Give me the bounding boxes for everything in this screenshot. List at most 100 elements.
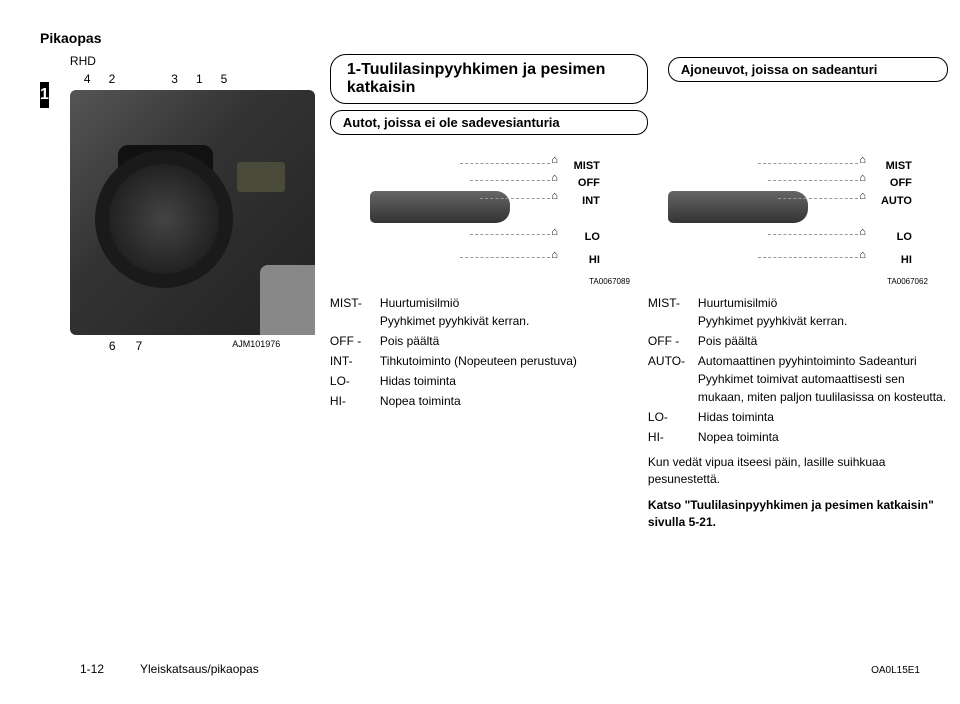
title-row: 1-Tuulilasinpyyhkimen ja pesimen katkais… xyxy=(330,54,948,145)
page-number: 1-12 xyxy=(80,662,140,676)
right-area: 1-Tuulilasinpyyhkimen ja pesimen katkais… xyxy=(330,54,948,532)
def-row: LO-Hidas toiminta xyxy=(330,372,630,390)
wiper-icon: ⌂ xyxy=(551,249,558,261)
wiper-stalk xyxy=(370,191,510,223)
stalk-diagram-mid: ⌂ ⌂ ⌂ ⌂ ⌂ MIST OFF INT LO H xyxy=(330,151,630,286)
callout-num: 2 xyxy=(109,72,116,86)
connector-line xyxy=(758,257,858,259)
mid-column: ⌂ ⌂ ⌂ ⌂ ⌂ MIST OFF INT LO H xyxy=(330,151,630,532)
def-val: Hidas toiminta xyxy=(698,408,948,426)
footer-code: OA0L15E1 xyxy=(871,665,920,676)
def-key: LO- xyxy=(330,372,380,390)
connector-line xyxy=(460,257,550,259)
def-key: LO- xyxy=(648,408,698,426)
def-key: HI- xyxy=(330,392,380,410)
rhd-label: RHD xyxy=(70,54,315,68)
door-panel xyxy=(260,265,315,335)
def-row: HI-Nopea toiminta xyxy=(648,428,948,446)
connector-line xyxy=(470,234,550,236)
body-columns: ⌂ ⌂ ⌂ ⌂ ⌂ MIST OFF INT LO H xyxy=(330,151,948,532)
def-val: HuurtumisilmiöPyyhkimet pyyhkivät kerran… xyxy=(380,294,630,330)
section-header: Pikaopas xyxy=(40,30,920,46)
wiper-icon: ⌂ xyxy=(551,190,558,202)
dashboard-column: RHD 4 2 3 1 5 6 7 AJM101976 xyxy=(64,54,315,353)
right-definitions: MIST-HuurtumisilmiöPyyhkimet pyyhkivät k… xyxy=(648,294,948,446)
diagram-code: TA0067089 xyxy=(589,277,630,286)
def-key: INT- xyxy=(330,352,380,370)
right-header: Ajoneuvot, joissa on sadeanturi xyxy=(668,54,948,145)
stalk-label: HI xyxy=(589,251,600,269)
stalk-diagram-right: ⌂ ⌂ ⌂ ⌂ ⌂ MIST OFF AUTO LO xyxy=(648,151,928,286)
connector-line xyxy=(768,180,858,182)
def-row: AUTO-Automaattinen pyyhintoiminto Sadean… xyxy=(648,352,948,406)
callout-num: 1 xyxy=(196,72,203,86)
def-row: MIST-HuurtumisilmiöPyyhkimet pyyhkivät k… xyxy=(330,294,630,330)
wiper-icon: ⌂ xyxy=(551,226,558,238)
def-row: OFF -Pois päältä xyxy=(648,332,948,350)
def-key: OFF - xyxy=(648,332,698,350)
right-paragraph: Kun vedät vipua itseesi päin, lasille su… xyxy=(648,454,948,489)
def-row: MIST-HuurtumisilmiöPyyhkimet pyyhkivät k… xyxy=(648,294,948,330)
def-val: HuurtumisilmiöPyyhkimet pyyhkivät kerran… xyxy=(698,294,948,330)
def-val: Nopea toiminta xyxy=(698,428,948,446)
stalk-label: LO xyxy=(897,228,912,246)
diagram-code: TA0067062 xyxy=(887,277,928,286)
wiper-icon: ⌂ xyxy=(859,190,866,202)
def-row: HI-Nopea toiminta xyxy=(330,392,630,410)
page-root: Pikaopas 1 RHD 4 2 3 1 5 6 7 A xyxy=(0,0,960,552)
connector-line xyxy=(778,198,858,200)
def-val: Nopea toiminta xyxy=(380,392,630,410)
image-code: AJM101976 xyxy=(232,339,280,353)
wiper-stalk xyxy=(668,191,808,223)
def-val: Pois päältä xyxy=(698,332,948,350)
callout-gap xyxy=(133,72,153,86)
def-key: OFF - xyxy=(330,332,380,350)
wiper-icon: ⌂ xyxy=(551,154,558,166)
def-key: MIST- xyxy=(330,294,380,330)
stalk-label: OFF xyxy=(890,174,912,192)
def-val: Automaattinen pyyhintoiminto SadeanturiP… xyxy=(698,352,948,406)
callout-num: 3 xyxy=(171,72,178,86)
mid-definitions: MIST-HuurtumisilmiöPyyhkimet pyyhkivät k… xyxy=(330,294,630,410)
right-reference: Katso "Tuulilasinpyyhkimen ja pesimen ka… xyxy=(648,497,948,532)
wiper-icon: ⌂ xyxy=(859,154,866,166)
def-val: Hidas toiminta xyxy=(380,372,630,390)
wiper-icon: ⌂ xyxy=(859,226,866,238)
stalk-label: OFF xyxy=(578,174,600,192)
connector-line xyxy=(480,198,550,200)
stalk-label: MIST xyxy=(886,157,912,175)
dashboard-photo xyxy=(70,90,315,335)
steering-wheel xyxy=(95,150,233,288)
callout-numbers-bottom: 6 7 AJM101976 xyxy=(109,339,315,353)
right-title: Ajoneuvot, joissa on sadeanturi xyxy=(668,57,948,82)
callout-num: 4 xyxy=(84,72,91,86)
connector-line xyxy=(768,234,858,236)
callout-numbers-top: 4 2 3 1 5 xyxy=(64,72,315,86)
def-row: OFF -Pois päältä xyxy=(330,332,630,350)
stalk-label: HI xyxy=(901,251,912,269)
mid-subtitle: Autot, joissa ei ole sadevesianturia xyxy=(330,110,648,135)
def-val: Tihkutoiminto (Nopeuteen perustuva) xyxy=(380,352,630,370)
stalk-label: AUTO xyxy=(881,192,912,210)
wiper-icon: ⌂ xyxy=(859,172,866,184)
def-row: INT-Tihkutoiminto (Nopeuteen perustuva) xyxy=(330,352,630,370)
stalk-label: MIST xyxy=(574,157,600,175)
stalk-label: INT xyxy=(582,192,600,210)
mid-header: 1-Tuulilasinpyyhkimen ja pesimen katkais… xyxy=(330,54,648,145)
wiper-icon: ⌂ xyxy=(551,172,558,184)
stalk-label: LO xyxy=(585,228,600,246)
connector-line xyxy=(758,163,858,165)
right-column: ⌂ ⌂ ⌂ ⌂ ⌂ MIST OFF AUTO LO xyxy=(648,151,948,532)
def-row: LO-Hidas toiminta xyxy=(648,408,948,426)
center-screen xyxy=(237,162,285,192)
connector-line xyxy=(470,180,550,182)
page-footer: 1-12 Yleiskatsaus/pikaopas OA0L15E1 xyxy=(80,662,920,676)
footer-title: Yleiskatsaus/pikaopas xyxy=(140,662,801,676)
chapter-tab: 1 xyxy=(40,82,49,108)
def-key: HI- xyxy=(648,428,698,446)
def-key: MIST- xyxy=(648,294,698,330)
callout-num: 7 xyxy=(136,339,143,353)
content-row: 1 RHD 4 2 3 1 5 6 7 AJM101976 xyxy=(40,54,920,532)
def-key: AUTO- xyxy=(648,352,698,406)
def-val: Pois päältä xyxy=(380,332,630,350)
